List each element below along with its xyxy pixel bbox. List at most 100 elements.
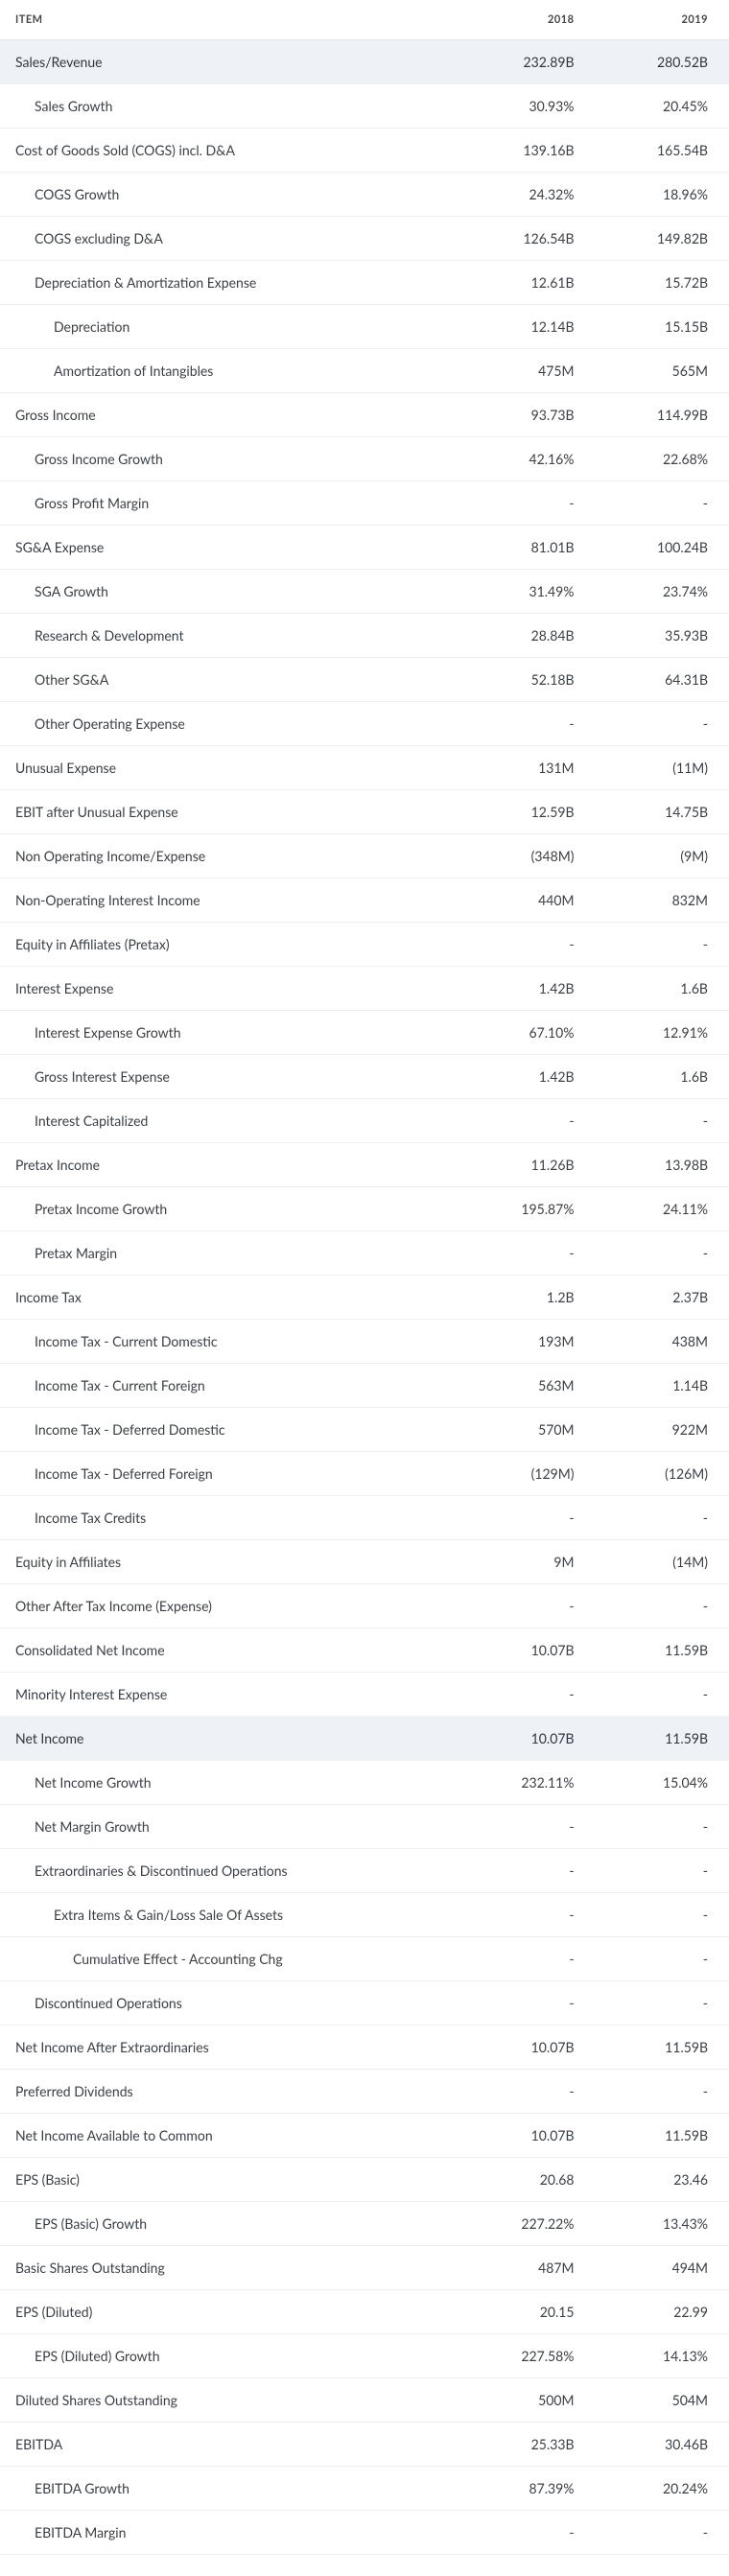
table-row: Unusual Expense131M(11M) bbox=[0, 746, 729, 790]
cell-value: - bbox=[596, 702, 729, 746]
cell-value: 30.93% bbox=[459, 84, 596, 129]
row-label: Pretax Income Growth bbox=[0, 1187, 459, 1231]
cell-value: - bbox=[596, 1937, 729, 1981]
cell-value: - bbox=[459, 1893, 596, 1937]
cell-value: 280.52B bbox=[596, 40, 729, 84]
row-label: Net Margin Growth bbox=[0, 1805, 459, 1849]
cell-value: 24.32% bbox=[459, 173, 596, 217]
cell-value: 1.6B bbox=[596, 1055, 729, 1099]
row-label: Depreciation bbox=[0, 305, 459, 349]
row-label: Income Tax - Deferred Foreign bbox=[0, 1452, 459, 1496]
row-label: EPS (Basic) Growth bbox=[0, 2202, 459, 2246]
row-label: Gross Income Growth bbox=[0, 437, 459, 481]
table-row: Pretax Income11.26B13.98B bbox=[0, 1143, 729, 1187]
row-label: Depreciation & Amortization Expense bbox=[0, 261, 459, 305]
row-label: Cumulative Effect - Accounting Chg bbox=[0, 1937, 459, 1981]
row-label: Income Tax - Deferred Domestic bbox=[0, 1408, 459, 1452]
cell-value: 42.16% bbox=[459, 437, 596, 481]
table-row: Other SG&A52.18B64.31B bbox=[0, 658, 729, 702]
cell-value: 12.59B bbox=[459, 790, 596, 834]
cell-value: 165.54B bbox=[596, 129, 729, 173]
cell-value: 1.6B bbox=[596, 967, 729, 1011]
table-row: SGA Growth31.49%23.74% bbox=[0, 570, 729, 614]
cell-value: - bbox=[459, 1805, 596, 1849]
cell-value: 15.15B bbox=[596, 305, 729, 349]
cell-value: 126.54B bbox=[459, 217, 596, 261]
table-row: Diluted Shares Outstanding500M504M bbox=[0, 2378, 729, 2423]
table-row: Equity in Affiliates (Pretax)-- bbox=[0, 923, 729, 967]
row-label: EBITDA Growth bbox=[0, 2467, 459, 2511]
cell-value: - bbox=[459, 923, 596, 967]
row-label: Non Operating Income/Expense bbox=[0, 834, 459, 878]
col-2019: 2019 bbox=[596, 0, 729, 40]
cell-value: 487M bbox=[459, 2246, 596, 2290]
cell-value: - bbox=[459, 2070, 596, 2114]
table-row: Income Tax - Deferred Foreign(129M)(126M… bbox=[0, 1452, 729, 1496]
cell-value: - bbox=[596, 1805, 729, 1849]
cell-value: - bbox=[596, 1231, 729, 1276]
table-row: Non-Operating Interest Income440M832M bbox=[0, 878, 729, 923]
table-row: Non Operating Income/Expense(348M)(9M) bbox=[0, 834, 729, 878]
cell-value: 23.74% bbox=[596, 570, 729, 614]
table-row: EBITDA25.33B30.46B bbox=[0, 2423, 729, 2467]
cell-value: 15.04% bbox=[596, 1761, 729, 1805]
cell-value: 23.46 bbox=[596, 2158, 729, 2202]
cell-value: 18.96% bbox=[596, 173, 729, 217]
cell-value: 10.07B bbox=[459, 1717, 596, 1761]
table-row: Net Margin Growth-- bbox=[0, 1805, 729, 1849]
row-label: Minority Interest Expense bbox=[0, 1673, 459, 1717]
cell-value: - bbox=[596, 1496, 729, 1540]
cell-value: (126M) bbox=[596, 1452, 729, 1496]
table-row: Pretax Income Growth195.87%24.11% bbox=[0, 1187, 729, 1231]
cell-value: 35.93B bbox=[596, 614, 729, 658]
row-label: Net Income After Extraordinaries bbox=[0, 2026, 459, 2070]
cell-value: 195.87% bbox=[459, 1187, 596, 1231]
cell-value: 12.14B bbox=[459, 305, 596, 349]
cell-value: 20.24% bbox=[596, 2467, 729, 2511]
row-label: Income Tax - Current Domestic bbox=[0, 1320, 459, 1364]
cell-value: 25.33B bbox=[459, 2423, 596, 2467]
cell-value: 12.61B bbox=[459, 261, 596, 305]
cell-value: 504M bbox=[596, 2378, 729, 2423]
row-label: SGA Growth bbox=[0, 570, 459, 614]
row-label: Preferred Dividends bbox=[0, 2070, 459, 2114]
cell-value: - bbox=[596, 1673, 729, 1717]
income-statement-table: ITEM 2018 2019 Sales/Revenue232.89B280.5… bbox=[0, 0, 729, 2555]
row-label: COGS excluding D&A bbox=[0, 217, 459, 261]
table-row: Extraordinaries & Discontinued Operation… bbox=[0, 1849, 729, 1893]
table-row: Cumulative Effect - Accounting Chg-- bbox=[0, 1937, 729, 1981]
table-row: Minority Interest Expense-- bbox=[0, 1673, 729, 1717]
row-label: Income Tax Credits bbox=[0, 1496, 459, 1540]
row-label: Net Income Growth bbox=[0, 1761, 459, 1805]
cell-value: 14.75B bbox=[596, 790, 729, 834]
table-row: Basic Shares Outstanding487M494M bbox=[0, 2246, 729, 2290]
cell-value: - bbox=[459, 702, 596, 746]
row-label: Interest Expense bbox=[0, 967, 459, 1011]
cell-value: 10.07B bbox=[459, 2026, 596, 2070]
cell-value: 67.10% bbox=[459, 1011, 596, 1055]
cell-value: 494M bbox=[596, 2246, 729, 2290]
cell-value: - bbox=[459, 1584, 596, 1628]
cell-value: 28.84B bbox=[459, 614, 596, 658]
cell-value: - bbox=[596, 481, 729, 526]
table-row: Cost of Goods Sold (COGS) incl. D&A139.1… bbox=[0, 129, 729, 173]
cell-value: 93.73B bbox=[459, 393, 596, 437]
cell-value: 563M bbox=[459, 1364, 596, 1408]
row-label: Extra Items & Gain/Loss Sale Of Assets bbox=[0, 1893, 459, 1937]
cell-value: 10.07B bbox=[459, 1628, 596, 1673]
cell-value: - bbox=[596, 1981, 729, 2026]
row-label: Other SG&A bbox=[0, 658, 459, 702]
cell-value: 11.59B bbox=[596, 2026, 729, 2070]
cell-value: 1.14B bbox=[596, 1364, 729, 1408]
row-label: Gross Interest Expense bbox=[0, 1055, 459, 1099]
row-label: Non-Operating Interest Income bbox=[0, 878, 459, 923]
cell-value: 14.13% bbox=[596, 2334, 729, 2378]
col-2018: 2018 bbox=[459, 0, 596, 40]
table-row: COGS Growth24.32%18.96% bbox=[0, 173, 729, 217]
row-label: Interest Expense Growth bbox=[0, 1011, 459, 1055]
table-row: EBITDA Margin-- bbox=[0, 2511, 729, 2555]
cell-value: 22.99 bbox=[596, 2290, 729, 2334]
row-label: Pretax Income bbox=[0, 1143, 459, 1187]
row-label: COGS Growth bbox=[0, 173, 459, 217]
cell-value: 440M bbox=[459, 878, 596, 923]
